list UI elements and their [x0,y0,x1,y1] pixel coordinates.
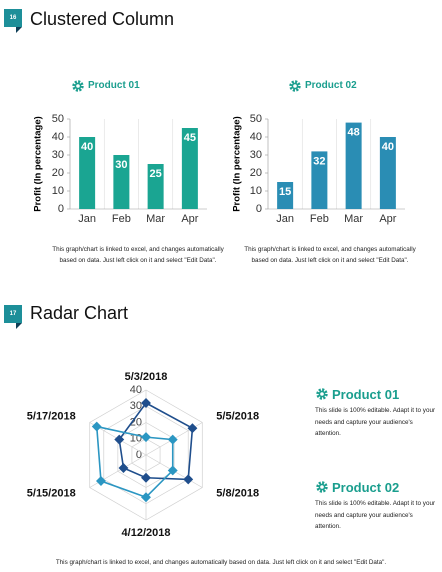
marker [91,421,102,432]
data-label: 15 [279,186,291,198]
product-note: This slide is 100% editable. Adapt it to… [315,500,436,530]
chart-title: Product 02 [305,80,357,91]
marker [167,434,178,445]
data-label: 30 [115,159,127,171]
x-tick-label: Mar [344,213,363,225]
bar [311,151,328,209]
product-title: Product 01 [332,387,400,402]
x-tick-label: Mar [146,213,165,225]
bar [345,122,362,209]
r-tick-label: 40 [130,384,142,396]
slide-title: Clustered Column [30,9,175,29]
x-tick-label: Jan [276,213,294,225]
y-tick-label: 50 [250,113,262,125]
bar [379,137,396,209]
category-label: 5/8/2018 [216,487,259,499]
y-axis-label: Profit (In percentage) [232,116,243,212]
marker [167,465,178,476]
x-tick-label: Apr [181,213,198,225]
slide-title: Radar Chart [30,303,129,323]
gear-icon [74,82,82,90]
marker [183,474,194,485]
bar [277,182,294,209]
marker [141,398,151,408]
marker [187,423,198,434]
marker [118,463,129,473]
chart-caption: This graph/chart is linked to excel, and… [244,246,416,264]
data-label: 48 [348,127,360,139]
marker [141,432,151,443]
y-tick-label: 30 [52,149,64,161]
y-tick-label: 0 [58,203,64,215]
data-label: 32 [313,155,325,167]
y-axis-label: Profit (In percentage) [33,116,44,212]
bar [79,137,96,209]
y-tick-label: 0 [256,203,262,215]
x-tick-label: Jan [78,213,96,225]
slide-number: 16 [4,9,22,27]
y-tick-label: 50 [52,113,64,125]
x-tick-label: Feb [112,213,131,225]
y-tick-label: 10 [52,185,64,197]
product-note: This slide is 100% editable. Adapt it to… [315,407,436,437]
y-tick-label: 30 [250,149,262,161]
y-tick-label: 20 [52,167,64,179]
data-label: 25 [150,168,162,180]
badge-accent [16,27,22,33]
gear-icon [316,481,328,493]
data-label: 45 [184,132,196,144]
category-label: 4/12/2018 [122,527,171,539]
category-label: 5/3/2018 [125,371,168,383]
category-label: 5/15/2018 [27,487,76,499]
product-title: Product 02 [332,480,400,495]
marker [141,492,151,503]
gear-icon [318,390,326,398]
marker [141,472,151,483]
category-label: 5/17/2018 [27,410,76,422]
bar [147,164,164,209]
slide-number: 17 [4,305,22,323]
r-tick-label: 20 [130,416,142,428]
footer: This graph/chart is linked to excel, and… [55,559,387,566]
gear-icon [289,80,301,92]
gear-icon [291,82,299,90]
chart-title: Product 01 [88,80,140,91]
data-label: 40 [81,141,93,153]
marker [96,476,106,486]
gear-icon [72,80,84,92]
x-tick-label: Feb [310,213,329,225]
y-tick-label: 10 [250,185,262,197]
y-tick-label: 20 [250,167,262,179]
category-label: 5/5/2018 [216,410,259,422]
y-tick-label: 40 [250,131,262,143]
gear-icon [316,388,328,400]
x-tick-label: Apr [379,213,396,225]
bar [113,155,130,209]
chart-caption: This graph/chart is linked to excel, and… [52,246,224,264]
bar [181,128,198,209]
data-label: 40 [382,141,394,153]
r-tick-label: 30 [130,400,142,412]
y-tick-label: 40 [52,131,64,143]
r-tick-label: 0 [136,449,142,461]
gear-icon [318,483,326,491]
badge-accent [16,323,22,329]
